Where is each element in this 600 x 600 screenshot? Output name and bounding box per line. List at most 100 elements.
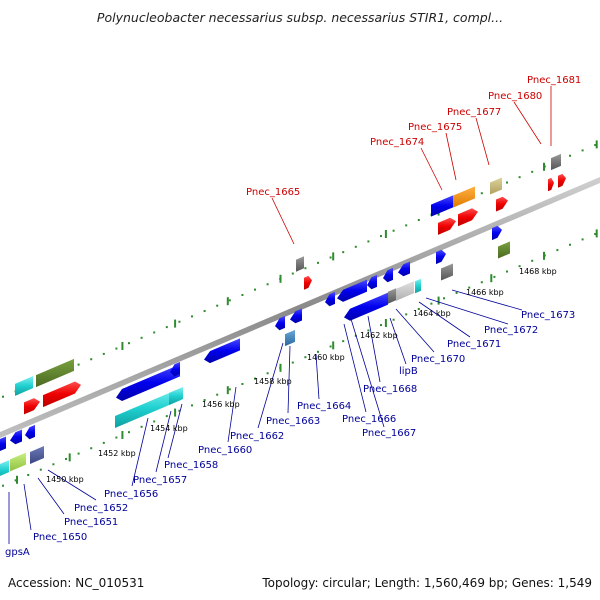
scale-label: 1460 kbp <box>307 353 345 362</box>
tick-mark <box>556 249 559 252</box>
tick-mark <box>203 310 206 313</box>
tick-mark <box>128 342 130 345</box>
gene-feature <box>415 278 421 294</box>
tick-mark <box>165 326 168 329</box>
tick-mark <box>380 324 382 327</box>
tick-mark <box>405 224 408 227</box>
label-connector <box>37 477 65 515</box>
gene-feature <box>10 429 22 445</box>
scale-label: 1450 kbp <box>46 475 84 484</box>
gene-label-pnec-1673: Pnec_1673 <box>521 310 575 321</box>
accession-text: Accession: NC_010531 <box>8 576 145 590</box>
tick-mark <box>52 463 55 466</box>
scale-labels: 1450 kbp 1452 kbp 1454 kbp 1456 kbp 1458… <box>46 267 557 484</box>
gene-label-pnec-1658: Pnec_1658 <box>164 460 218 471</box>
tick-mark <box>342 251 345 254</box>
tick-mark <box>203 399 206 402</box>
gene-label-pnec-1681: Pnec_1681 <box>527 75 581 86</box>
gene-label-pnec-1650: Pnec_1650 <box>33 532 87 543</box>
tick-mark <box>506 181 508 184</box>
tick-mark <box>14 479 17 482</box>
scale-label: 1466 kbp <box>466 288 504 297</box>
gene-label-pnec-1667: Pnec_1667 <box>362 428 416 439</box>
gene-feature <box>436 249 446 265</box>
tick-mark <box>102 441 105 444</box>
label-connector <box>315 353 320 400</box>
tick-mark <box>594 233 597 236</box>
gene-label-pnec-1677: Pnec_1677 <box>447 107 501 118</box>
tick-mark <box>266 372 269 375</box>
gene-label-pnec-1671: Pnec_1671 <box>447 339 501 350</box>
tick-mark <box>518 176 521 179</box>
gene-feature <box>36 358 74 388</box>
gene-feature <box>43 381 81 408</box>
scale-label: 1452 kbp <box>98 449 136 458</box>
tick-mark <box>405 313 408 316</box>
gene-feature <box>367 274 377 290</box>
tick-mark <box>2 395 4 398</box>
tick-mark <box>228 388 231 391</box>
tick-mark <box>569 243 571 246</box>
map-title: Polynucleobacter necessarius subsp. nece… <box>96 10 504 25</box>
tick-mark <box>569 154 571 157</box>
tick-mark <box>178 409 181 412</box>
label-connector <box>343 323 367 413</box>
genome-backbone <box>0 177 600 438</box>
gene-label-pnec-1670: Pnec_1670 <box>411 354 465 365</box>
gene-label-pnec-1672: Pnec_1672 <box>484 325 538 336</box>
tick-mark <box>342 340 345 343</box>
gene-feature <box>453 186 475 208</box>
tick-mark <box>102 352 105 355</box>
tick-mark <box>115 436 118 439</box>
label-connector <box>367 315 381 383</box>
label-connector <box>350 318 385 428</box>
tick-mark <box>128 431 130 434</box>
gene-feature <box>0 460 9 476</box>
tick-mark <box>380 235 382 238</box>
tick-mark <box>493 275 496 278</box>
tick-mark <box>191 404 193 407</box>
tick-mark <box>291 272 294 275</box>
genome-summary-text: Topology: circular; Length: 1,560,469 bp… <box>262 576 592 590</box>
tick-mark <box>518 265 521 268</box>
tick-mark <box>443 297 445 300</box>
tick-mark <box>329 256 332 259</box>
gene-feature <box>296 256 304 272</box>
gene-label-pnec-1656: Pnec_1656 <box>104 489 158 500</box>
tick-mark <box>317 350 319 353</box>
scale-label: 1458 kbp <box>254 377 292 386</box>
label-connector <box>23 483 32 531</box>
tick-mark <box>165 415 168 418</box>
label-connector <box>131 417 149 487</box>
label-connector <box>475 117 490 166</box>
gene-feature <box>498 241 510 259</box>
gene-label-pnec-1662: Pnec_1662 <box>230 431 284 442</box>
gene-features <box>0 153 566 476</box>
tick-mark <box>581 238 584 241</box>
tick-mark <box>90 447 93 450</box>
tick-mark <box>329 345 332 348</box>
gene-label-pnec-1651: Pnec_1651 <box>64 517 118 528</box>
tick-mark <box>153 331 156 334</box>
scale-label: 1462 kbp <box>360 331 398 340</box>
gene-label-pnec-1666: Pnec_1666 <box>342 414 396 425</box>
tick-mark <box>392 318 395 321</box>
tick-mark <box>354 245 357 248</box>
gene-label-pnec-1663: Pnec_1663 <box>266 416 320 427</box>
tick-mark <box>392 229 395 232</box>
tick-mark <box>191 315 193 318</box>
gene-feature <box>496 196 508 212</box>
scale-label: 1464 kbp <box>413 309 451 318</box>
tick-mark <box>241 293 244 296</box>
gene-feature <box>0 436 6 452</box>
tick-mark <box>291 361 294 364</box>
scale-label: 1456 kbp <box>202 400 240 409</box>
tick-mark <box>430 302 433 305</box>
gene-feature <box>388 288 396 304</box>
tick-mark <box>27 474 30 477</box>
tick-mark <box>417 219 420 222</box>
label-connector <box>420 147 443 191</box>
gene-feature <box>344 292 388 321</box>
label-lines <box>8 86 552 544</box>
